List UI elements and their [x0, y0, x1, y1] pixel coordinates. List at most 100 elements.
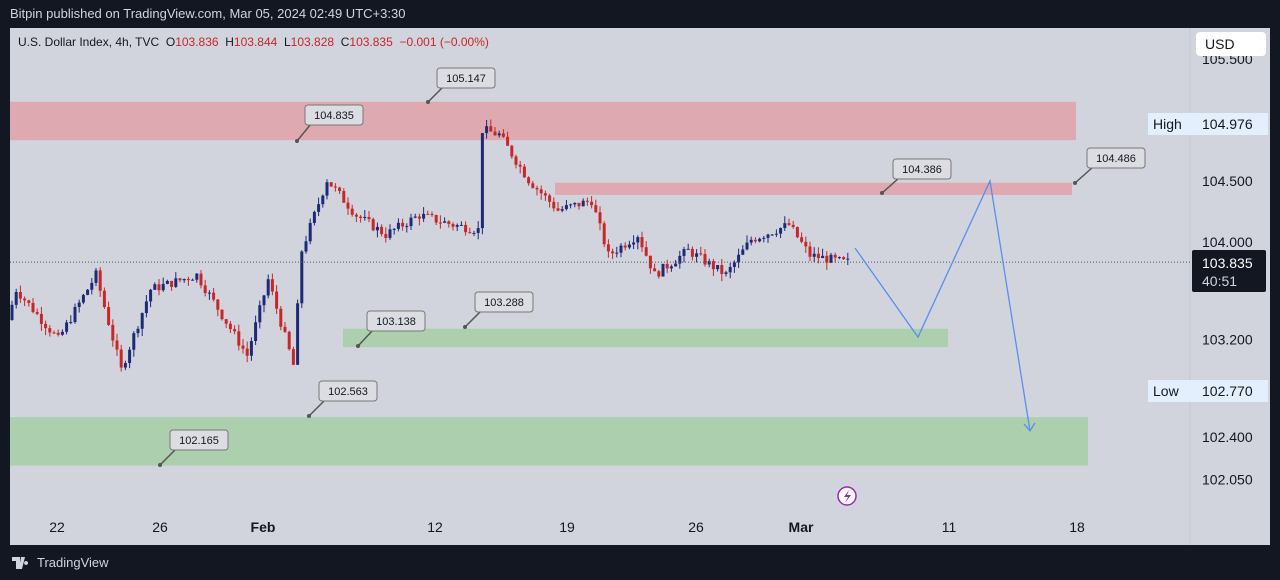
candle-body	[804, 241, 808, 247]
candle-body	[77, 302, 81, 308]
candle-body	[518, 164, 522, 167]
candle-body	[283, 326, 287, 332]
candle-body	[577, 202, 581, 207]
candle-body	[459, 224, 463, 226]
candle-body	[224, 319, 228, 324]
candle-body	[602, 223, 606, 245]
candle-body	[543, 193, 547, 196]
projection-path	[854, 178, 1031, 431]
candle-body	[325, 182, 329, 196]
candle-body	[23, 298, 27, 301]
candle-body	[808, 246, 812, 257]
candle-body	[791, 224, 795, 227]
candle-body	[527, 177, 531, 184]
candle-body	[262, 295, 266, 306]
candle-body	[648, 255, 652, 269]
candle-body	[732, 262, 736, 267]
candle-body	[396, 222, 400, 229]
candle-body	[287, 331, 291, 350]
candle-body	[354, 214, 358, 217]
publish-info: Bitpin published on TradingView.com, Mar…	[10, 6, 406, 21]
candle-body	[711, 261, 715, 270]
candle-body	[749, 239, 753, 243]
candle-body	[468, 232, 472, 234]
callout-box	[304, 104, 364, 126]
candle-body	[321, 195, 325, 205]
tradingview-logo-icon	[12, 556, 29, 569]
candle-body	[682, 249, 686, 256]
flash-glyph-icon	[844, 490, 851, 503]
candle-body	[539, 189, 543, 194]
candle-body	[405, 226, 409, 228]
candle-body	[455, 225, 459, 227]
candle-body	[690, 248, 694, 257]
callout-pointer	[296, 123, 312, 142]
candle-body	[329, 182, 333, 187]
candle-body	[275, 291, 279, 309]
candle-body	[430, 214, 434, 216]
candle-body	[191, 279, 195, 281]
high-value: 103.844	[233, 35, 278, 49]
candle-body	[266, 279, 270, 296]
candle-body	[434, 215, 438, 223]
candle-body	[506, 136, 510, 146]
callout-pointer	[308, 399, 326, 417]
candle-body	[497, 133, 501, 136]
candle-body	[409, 217, 413, 227]
candle-body	[476, 228, 480, 233]
time-tick: 22	[49, 519, 65, 535]
callout-pointer	[464, 310, 482, 328]
candle-body	[233, 329, 237, 332]
candle-body	[388, 229, 392, 238]
candle-body	[342, 191, 346, 203]
candle-body	[451, 224, 455, 227]
candle-body	[678, 255, 682, 264]
candle-body	[203, 285, 207, 294]
candle-body	[149, 289, 153, 302]
candle-body	[312, 211, 316, 223]
currency-label: USD	[1205, 36, 1235, 52]
candle-body	[493, 131, 497, 136]
callout-box	[892, 158, 952, 180]
candle-body	[350, 208, 354, 215]
candle-body	[212, 292, 216, 300]
callout-box	[436, 67, 496, 89]
price-tick: 102.400	[1202, 429, 1253, 445]
candle-body	[661, 263, 665, 277]
candle-body	[485, 126, 489, 134]
candle-body	[39, 313, 43, 324]
candle-body	[833, 254, 837, 258]
candle-body	[821, 255, 825, 259]
tradingview-logo[interactable]: TradingView	[12, 555, 109, 570]
callout-pointer	[1074, 166, 1094, 184]
candle-body	[237, 331, 241, 346]
candle-body	[94, 270, 98, 283]
candle-body	[300, 251, 304, 304]
callout-anchor	[295, 139, 299, 143]
candle-body	[556, 208, 560, 211]
candle-body	[644, 247, 648, 256]
candle-body	[636, 237, 640, 243]
callout-pointer	[357, 329, 374, 347]
candle-body	[107, 307, 111, 325]
candle-body	[560, 209, 564, 211]
time-tick: 26	[688, 519, 704, 535]
candle-body	[413, 216, 417, 218]
candle-body	[279, 308, 283, 327]
candle-body	[140, 313, 144, 329]
hl-value: 102.770	[1202, 383, 1253, 399]
candle-body	[380, 226, 384, 235]
callout-box	[169, 429, 229, 451]
candle-body	[825, 255, 829, 263]
candle-body	[438, 222, 442, 224]
candle-body	[686, 248, 690, 250]
candle-body	[367, 216, 371, 220]
candle-body	[795, 226, 799, 238]
candle-body	[632, 242, 636, 245]
resistance-zone	[555, 182, 1072, 195]
candle-body	[489, 126, 493, 132]
candle-body	[178, 278, 182, 281]
last-price-badge	[1192, 250, 1266, 292]
candle-body	[787, 223, 791, 225]
callout-label: 104.486	[1096, 153, 1136, 165]
